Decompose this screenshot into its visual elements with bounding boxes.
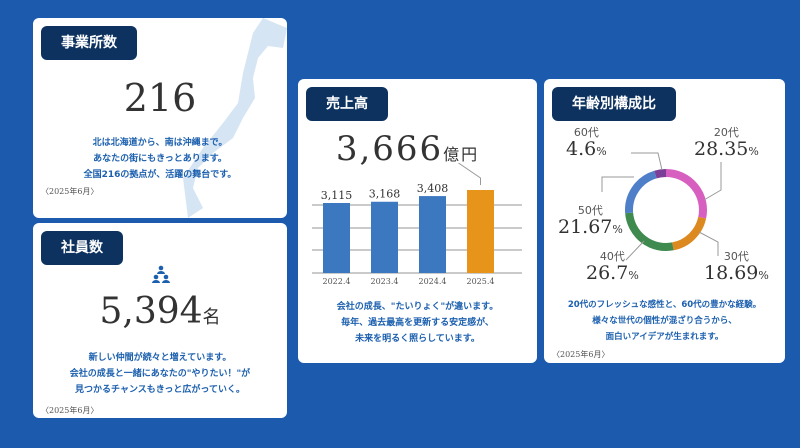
bar-2024.4 <box>419 196 446 273</box>
callout-line <box>625 240 645 261</box>
pct-sign: % <box>628 269 639 283</box>
pct-value: 26.7 <box>586 262 629 285</box>
desc-line: 会社の成長、"たいりょく"が違います。 <box>336 302 499 312</box>
bar-value-label: 3,168 <box>369 188 401 201</box>
sales-bar-chart: 2022.4 3,115 2023.4 3,168 2024.4 3,408 2025.4 <box>312 162 522 286</box>
desc-line: 新しい仲間が続々と増えています。 <box>88 353 232 363</box>
age-label: 50代 <box>577 204 603 217</box>
desc-line: 毎年、過去最高を更新する安定感が、 <box>341 318 494 328</box>
employees-unit: 名 <box>202 307 221 328</box>
desc-line: 20代のフレッシュな感性と、60代の豊かな経験。 <box>567 300 762 310</box>
age-donut-chart <box>601 152 722 261</box>
desc-line: 北は北海道から、南は沖縄まで。 <box>92 138 228 148</box>
x-tick-label: 2024.4 <box>419 277 447 286</box>
callout-line <box>458 162 481 185</box>
employees-description: 新しい仲間が続々と増えています。 会社の成長と一緒にあなたの"やりたい！"が 見… <box>33 350 287 398</box>
desc-line: 見つかるチャンスもきっと広がっていく。 <box>75 385 245 395</box>
age-label: 40代 <box>599 250 625 263</box>
desc-line: 様々な世代の個性が混ざり合うから、 <box>592 316 737 326</box>
sales-value-row: 3,666億円 <box>298 129 527 169</box>
age-description: 20代のフレッシュな感性と、60代の豊かな経験。 様々な世代の個性が混ざり合うか… <box>544 297 785 345</box>
people-group-icon <box>152 265 170 283</box>
bar-2025.4 <box>467 189 494 273</box>
employees-value-row: 5,394名 <box>33 291 287 332</box>
offices-title: 事業所数 <box>41 26 137 60</box>
age-label: 60代 <box>573 126 599 139</box>
desc-line: 全国216の拠点が、活躍の舞台です。 <box>83 170 237 180</box>
callout-line <box>703 162 722 201</box>
pct-sign: % <box>596 145 607 159</box>
pct-sign: % <box>758 269 769 283</box>
bar-value-label: 3,115 <box>321 189 353 202</box>
donut-segment-30代 <box>671 216 707 251</box>
pct-value: 18.69 <box>704 262 759 285</box>
offices-description: 北は北海道から、南は沖縄まで。 あなたの街にもきっとあります。 全国216の拠点… <box>33 135 287 183</box>
age-date: 〈2025年6月〉 <box>552 350 610 359</box>
offices-card: 事業所数 216 北は北海道から、南は沖縄まで。 あなたの街にもきっとあります。… <box>33 18 287 218</box>
japan-map-icon <box>183 18 287 218</box>
donut-segment-50代 <box>625 170 657 214</box>
sales-title: 売上高 <box>306 87 388 121</box>
donut-segment-40代 <box>625 212 674 251</box>
callout-line <box>698 231 719 256</box>
pct-value: 4.6 <box>566 138 597 161</box>
age-card: 年齢別構成比 60代 4.6% 20代 28.35% 50代 21.67% 40代 26… <box>544 79 785 363</box>
x-tick-label: 2022.4 <box>323 277 351 286</box>
age-label: 20代 <box>713 126 739 139</box>
label-40: 40代 26.7% <box>586 250 639 285</box>
offices-value: 216 <box>123 76 197 120</box>
bar-2022.4 <box>323 203 350 273</box>
label-50: 50代 21.67% <box>558 204 623 239</box>
callout-line <box>631 152 663 171</box>
bar-2023.4 <box>371 201 398 273</box>
x-tick-label: 2023.4 <box>371 277 399 286</box>
callout-line <box>601 176 634 192</box>
sales-unit: 億円 <box>443 145 480 164</box>
employees-value: 5,394 <box>99 291 203 332</box>
bar-value-label: 3,408 <box>417 182 449 195</box>
desc-line: あなたの街にもきっとあります。 <box>93 154 227 164</box>
age-label: 30代 <box>723 250 749 263</box>
employees-date: 〈2025年6月〉 <box>41 406 99 415</box>
desc-line: 会社の成長と一緒にあなたの"やりたい！"が <box>69 369 251 379</box>
employees-title: 社員数 <box>41 231 123 265</box>
donut-segment-20代 <box>665 169 707 219</box>
pct-sign: % <box>748 145 759 159</box>
age-title: 年齢別構成比 <box>552 87 676 121</box>
label-30: 30代 18.69% <box>704 250 769 285</box>
desc-line: 未来を明るく照らしています。 <box>355 334 480 344</box>
offices-date: 〈2025年6月〉 <box>41 187 99 196</box>
x-tick-label: 2025.4 <box>467 277 495 286</box>
sales-card: 売上高 3,666億円 2022.4 3,115 2023.4 3,168 2024.4… <box>298 79 537 363</box>
label-20: 20代 28.35% <box>694 126 759 161</box>
sales-description: 会社の成長、"たいりょく"が違います。 毎年、過去最高を更新する安定感が、 未来… <box>298 299 537 347</box>
donut-segment-60代 <box>654 169 667 179</box>
sales-value: 3,666 <box>335 129 444 169</box>
pct-value: 28.35 <box>694 138 749 161</box>
pct-sign: % <box>612 223 623 237</box>
desc-line: 面白いアイデアが生まれます。 <box>605 332 724 342</box>
employees-card: 社員数 5,394名 新しい仲間が続々と増えています。 会社の成長と一緒にあなた… <box>33 223 287 418</box>
pct-value: 21.67 <box>558 216 613 239</box>
label-60: 60代 4.6% <box>566 126 607 161</box>
